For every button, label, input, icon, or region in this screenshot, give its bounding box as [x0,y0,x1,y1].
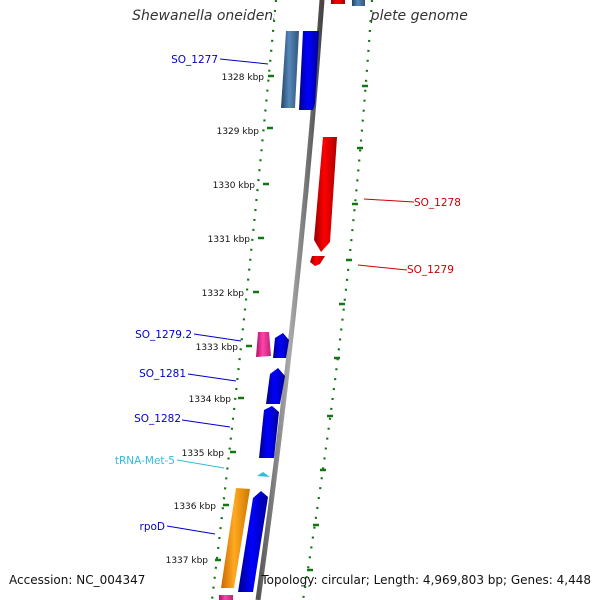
gene-label-so1281[interactable]: SO_1281 [139,368,186,380]
label-leaders [166,58,415,535]
gc-skew-left-dots [210,0,278,600]
feature-so1279-2-cds [273,333,289,358]
feature-so1277-cds [299,31,319,110]
tick-label: 1331 kbp [208,235,251,245]
gene-label-rpod[interactable]: rpoD [140,521,166,533]
gc-marks-right [307,84,368,572]
feature-bottom-pink [219,595,233,600]
feature-so1278 [314,137,337,252]
tick-label: 1334 kbp [189,395,232,405]
gene-label-so1279[interactable]: SO_1279 [407,264,454,276]
feature-trna-met-5 [257,472,270,477]
genome-summary-text: Topology: circular; Length: 4,969,803 bp… [261,573,591,587]
gene-labels: SO_1277 SO_1278 SO_1279 SO_1279.2 SO_128… [115,54,461,533]
gene-label-so1278[interactable]: SO_1278 [414,197,461,209]
gene-label-so1277[interactable]: SO_1277 [171,54,218,66]
feature-so1277-cog [281,31,299,108]
gc-marks-left [215,74,274,562]
accession-text: Accession: NC_004347 [9,573,146,587]
gene-label-so1279-2[interactable]: SO_1279.2 [135,329,192,341]
gc-skew-right-dots [301,0,374,600]
gene-label-trna-met-5[interactable]: tRNA-Met-5 [115,455,175,467]
feature-so1279 [310,256,325,266]
tick-label: 1328 kbp [222,73,265,83]
feature-so1279-2-rrna [256,332,271,357]
tick-label: 1332 kbp [202,289,245,299]
scale-labels: 1328 kbp 1329 kbp 1330 kbp 1331 kbp 1332… [166,73,265,566]
feature-rpod-orange [221,488,250,588]
feature-so1281 [266,368,285,404]
feature-top-steel [352,0,365,6]
feature-rpod-cds [238,491,268,592]
tick-label: 1329 kbp [217,127,260,137]
tick-label: 1336 kbp [174,502,217,512]
tick-label: 1333 kbp [196,343,239,353]
feature-so1282 [259,406,279,458]
tick-label: 1337 kbp [166,556,209,566]
tick-label: 1335 kbp [182,449,225,459]
feature-top-red [331,0,345,4]
tick-label: 1330 kbp [213,181,256,191]
gene-label-so1282[interactable]: SO_1282 [134,413,181,425]
